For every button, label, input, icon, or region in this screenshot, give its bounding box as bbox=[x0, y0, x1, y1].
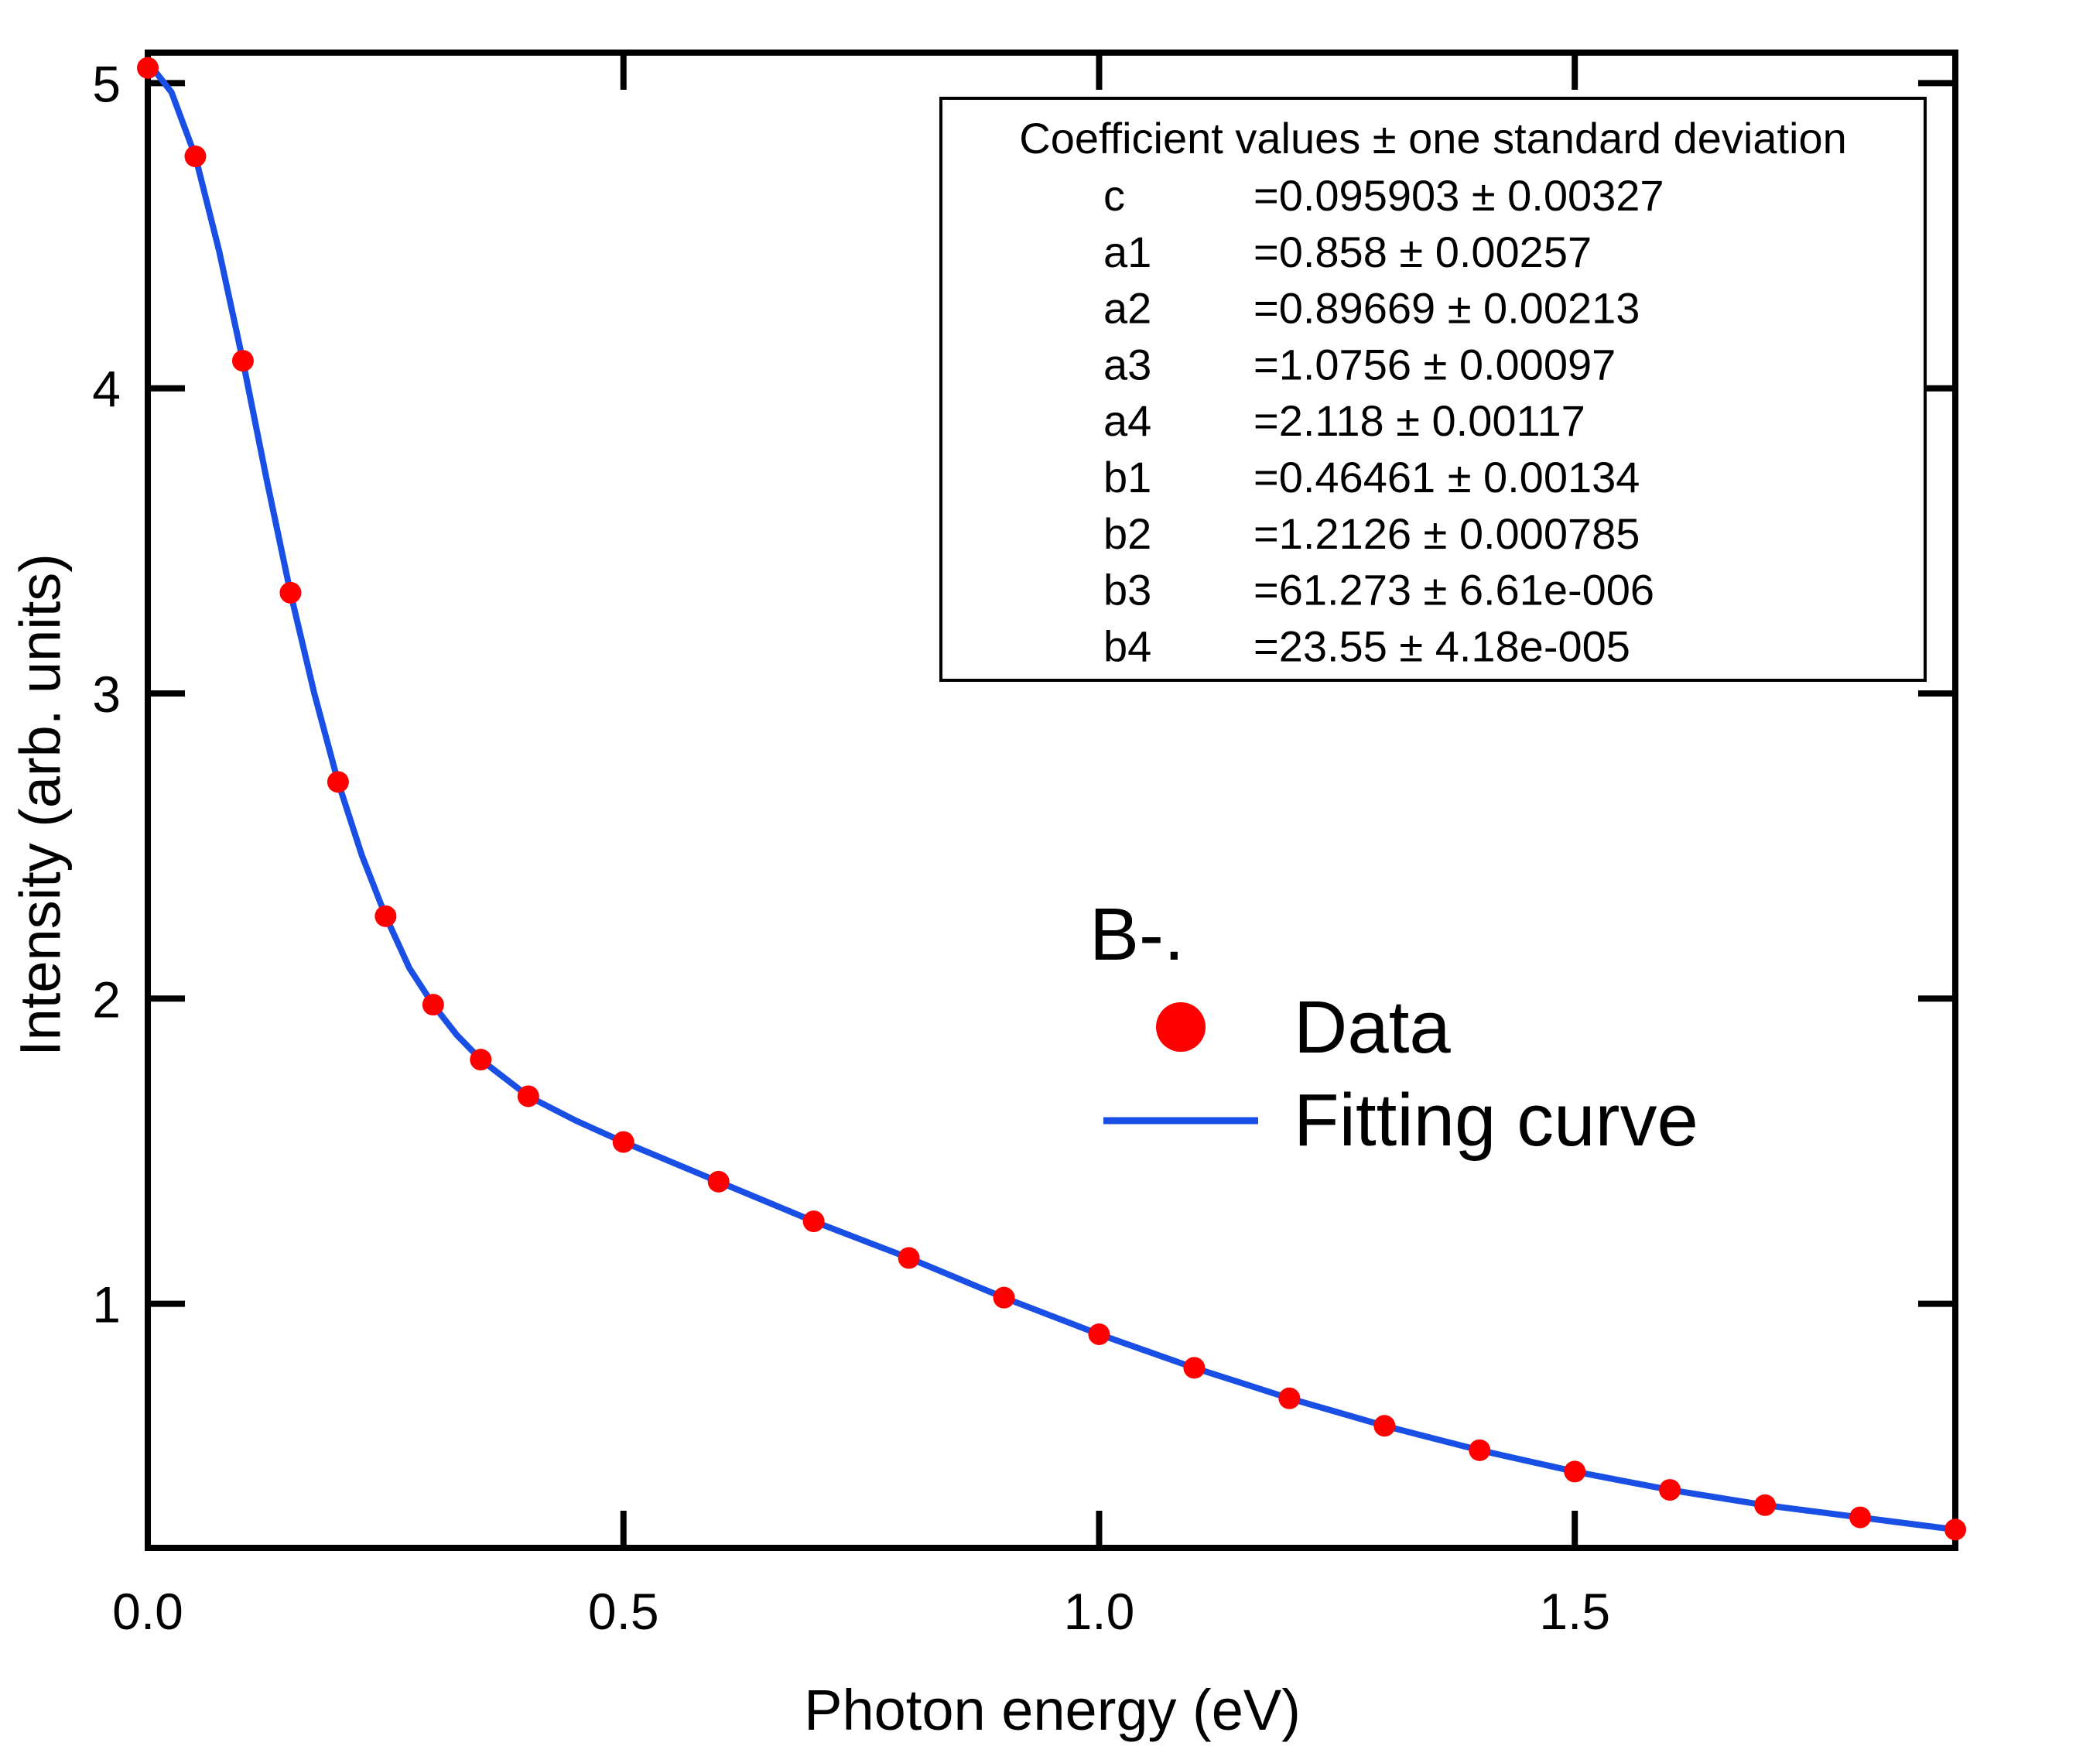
y-tick-label: 5 bbox=[92, 55, 121, 112]
y-tick-label: 1 bbox=[92, 1276, 121, 1333]
coefficient-value: =61.273 ± 6.61e-006 bbox=[1254, 566, 1654, 615]
x-tick-label: 0.0 bbox=[112, 1583, 183, 1640]
data-points-layer bbox=[137, 56, 1966, 1541]
coefficient-name: a3 bbox=[1103, 340, 1151, 389]
x-tick-label: 1.0 bbox=[1064, 1583, 1135, 1640]
data-point bbox=[184, 146, 207, 168]
data-point bbox=[1849, 1506, 1872, 1529]
coefficient-value: =1.2126 ± 0.000785 bbox=[1254, 509, 1640, 558]
legend-label-data: Data bbox=[1294, 986, 1451, 1069]
coefficient-name: b3 bbox=[1103, 566, 1151, 615]
legend-title: B-. bbox=[1089, 893, 1185, 976]
coefficient-name: a2 bbox=[1103, 284, 1151, 333]
data-point bbox=[231, 350, 254, 372]
data-point bbox=[470, 1049, 492, 1071]
data-point bbox=[707, 1170, 730, 1193]
data-point bbox=[1183, 1357, 1206, 1379]
legend-data-marker bbox=[1156, 1002, 1206, 1052]
coefficient-box-header: Coefficient values ± one standard deviat… bbox=[1019, 114, 1847, 163]
data-point bbox=[375, 905, 397, 927]
coefficient-box-frame bbox=[939, 97, 1927, 682]
y-axis-label: Intensity (arb. units) bbox=[9, 553, 73, 1056]
coefficient-value: =1.0756 ± 0.00097 bbox=[1254, 340, 1616, 389]
coefficient-name: b1 bbox=[1103, 453, 1151, 502]
y-tick-label: 2 bbox=[92, 971, 121, 1028]
x-axis-label: Photon energy (eV) bbox=[804, 1678, 1301, 1742]
coefficient-name: b2 bbox=[1103, 509, 1151, 558]
data-point bbox=[612, 1131, 634, 1153]
data-point bbox=[1278, 1387, 1301, 1409]
data-point bbox=[327, 771, 349, 793]
coefficient-name: a1 bbox=[1103, 228, 1151, 276]
data-point bbox=[517, 1085, 539, 1108]
data-point bbox=[993, 1286, 1015, 1309]
data-point bbox=[802, 1210, 825, 1233]
fitting-curve-line bbox=[145, 58, 1958, 1533]
coefficient-value: =23.55 ± 4.18e-005 bbox=[1254, 621, 1630, 670]
data-point bbox=[279, 581, 302, 604]
data-point bbox=[1564, 1460, 1586, 1483]
coefficient-rows: c =0.095903 ± 0.00327 a1 =0.858 ± 0.00257 a2… bbox=[1103, 171, 1664, 670]
coefficient-value: =0.858 ± 0.00257 bbox=[1254, 228, 1592, 276]
x-tick-label: 1.5 bbox=[1539, 1583, 1610, 1640]
y-tick-label: 3 bbox=[92, 666, 121, 723]
x-tick-label: 0.5 bbox=[588, 1583, 659, 1640]
coefficient-value: =2.118 ± 0.00117 bbox=[1254, 396, 1585, 445]
coefficient-value: =0.46461 ± 0.00134 bbox=[1254, 453, 1640, 502]
coefficient-value: =0.89669 ± 0.00213 bbox=[1254, 284, 1640, 333]
tick-labels: 0.0 0.5 1.0 1.5 1 2 3 4 5 bbox=[92, 55, 1610, 1640]
data-point bbox=[1754, 1494, 1777, 1516]
legend-label-fitting-curve: Fitting curve bbox=[1294, 1079, 1698, 1162]
data-point bbox=[1659, 1479, 1681, 1501]
axis-ticks bbox=[145, 53, 1955, 1548]
legend: B-. Data Fitting curve bbox=[1089, 893, 1698, 1162]
data-point bbox=[137, 56, 159, 79]
data-point bbox=[1944, 1518, 1966, 1541]
coefficient-name: a4 bbox=[1103, 396, 1151, 445]
plot-frame bbox=[145, 50, 1958, 1551]
data-point bbox=[1373, 1415, 1396, 1437]
data-point bbox=[1469, 1439, 1491, 1461]
fitting-curve-layer bbox=[145, 58, 1958, 1533]
data-point bbox=[422, 994, 444, 1016]
y-tick-label: 4 bbox=[92, 361, 121, 418]
data-point bbox=[1088, 1323, 1110, 1345]
coefficient-name: b4 bbox=[1103, 621, 1151, 670]
data-point bbox=[898, 1247, 920, 1269]
coefficient-name: c bbox=[1103, 171, 1125, 220]
coefficient-box: Coefficient values ± one standard deviat… bbox=[939, 97, 1927, 682]
coefficient-value: =0.095903 ± 0.00327 bbox=[1254, 171, 1664, 220]
